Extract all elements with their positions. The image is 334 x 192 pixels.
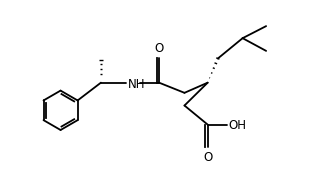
Text: OH: OH	[229, 119, 246, 132]
Text: NH: NH	[128, 78, 145, 91]
Text: O: O	[203, 151, 212, 164]
Text: O: O	[154, 42, 164, 55]
